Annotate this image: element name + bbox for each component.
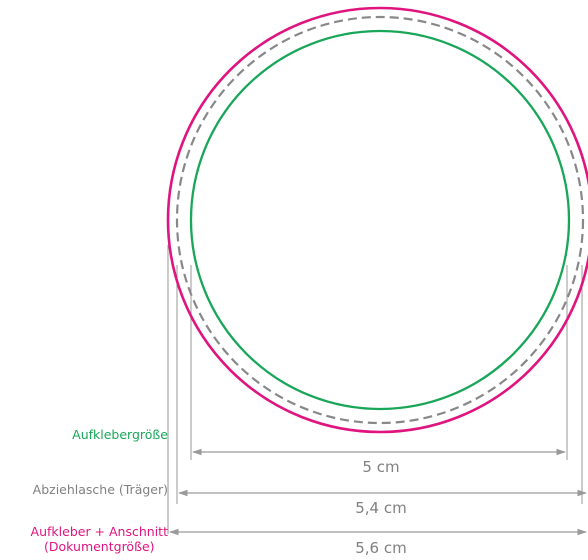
sticker-circle xyxy=(189,29,571,411)
liner-circle-dashed xyxy=(175,15,585,425)
sticker-dimension-text: 5 cm xyxy=(362,458,399,476)
extension-lines xyxy=(167,245,583,534)
bleed-circle xyxy=(166,6,588,434)
bleed-label: Aufkleber + Anschnitt (Dokumentgröße) xyxy=(31,524,168,554)
liner-dimension-text: 5,4 cm xyxy=(355,499,406,517)
bleed-label-line1: Aufkleber + Anschnitt xyxy=(30,524,168,539)
liner-label: Abziehlasche (Träger) xyxy=(32,482,168,497)
bleed-dimension-text: 5,6 cm xyxy=(355,539,406,556)
bleed-label-line2: (Dokumentgröße) xyxy=(44,539,155,554)
sticker-size-label: Aufklebergröße xyxy=(72,427,168,442)
